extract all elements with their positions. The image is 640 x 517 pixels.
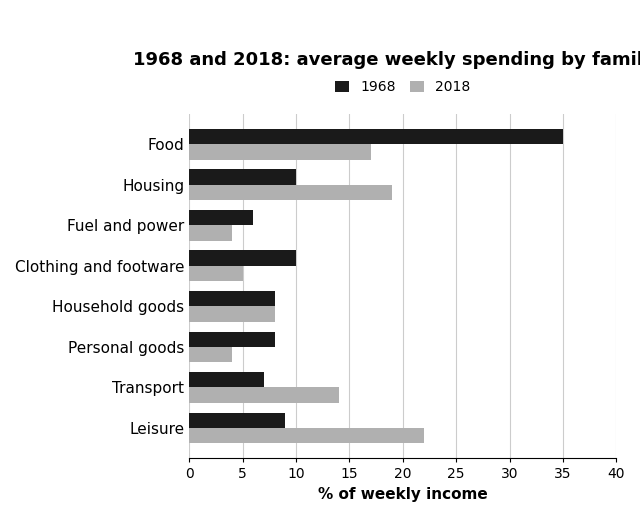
Bar bbox=[189, 250, 296, 266]
Bar bbox=[189, 291, 275, 307]
Legend: 1968, 2018: 1968, 2018 bbox=[332, 76, 474, 98]
Title: 1968 and 2018: average weekly spending by families: 1968 and 2018: average weekly spending b… bbox=[133, 51, 640, 69]
Bar bbox=[189, 307, 275, 322]
X-axis label: % of weekly income: % of weekly income bbox=[318, 487, 488, 502]
Bar bbox=[189, 347, 232, 362]
Bar bbox=[189, 372, 264, 387]
Bar bbox=[189, 225, 232, 241]
Bar bbox=[189, 428, 424, 444]
Bar bbox=[189, 170, 296, 185]
Bar bbox=[189, 413, 285, 428]
Bar bbox=[189, 387, 339, 403]
Bar bbox=[189, 129, 563, 144]
Bar bbox=[189, 185, 392, 200]
Bar bbox=[189, 210, 253, 225]
Bar bbox=[189, 144, 371, 160]
Bar bbox=[189, 266, 243, 281]
Bar bbox=[189, 331, 275, 347]
